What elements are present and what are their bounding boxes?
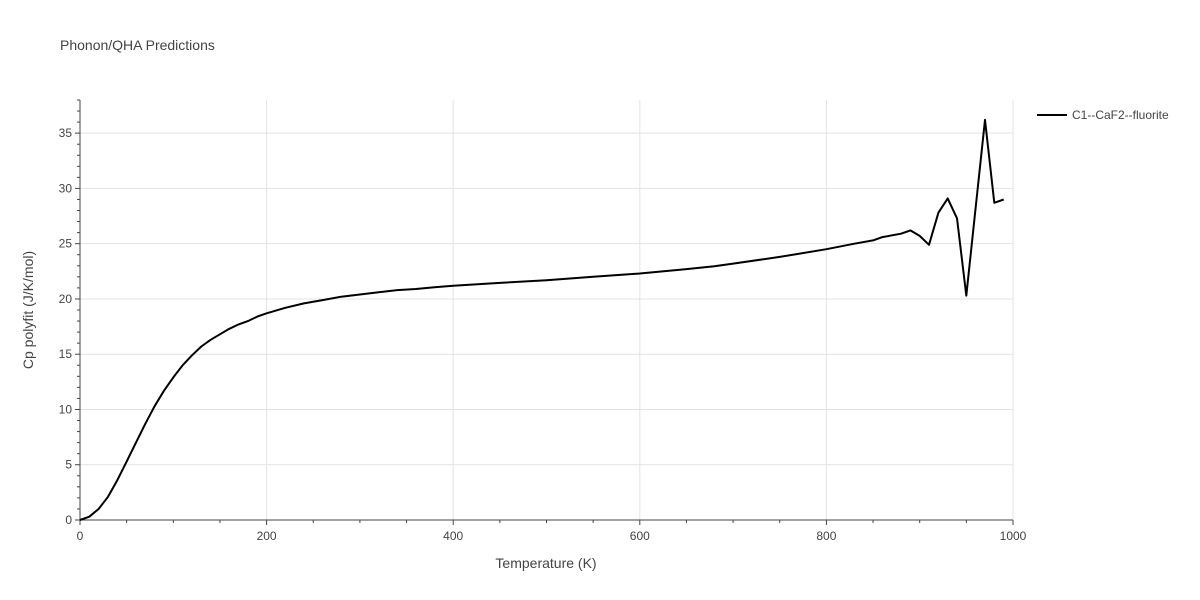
y-tick-label: 20 <box>59 292 73 306</box>
x-axis-title: Temperature (K) <box>495 555 596 571</box>
y-tick-label: 25 <box>59 237 73 251</box>
y-tick-label: 0 <box>65 513 72 527</box>
y-axis-title: Cp polyfit (J/K/mol) <box>20 251 36 369</box>
legend-label: C1--CaF2--fluorite <box>1072 108 1169 122</box>
x-tick-label: 0 <box>77 529 84 543</box>
x-tick-label: 1000 <box>1000 529 1027 543</box>
chart-title: Phonon/QHA Predictions <box>60 37 215 53</box>
x-tick-label: 400 <box>443 529 463 543</box>
y-tick-label: 35 <box>59 126 73 140</box>
grid <box>80 100 1014 520</box>
x-tick-label: 200 <box>257 529 277 543</box>
x-tick-label: 600 <box>630 529 650 543</box>
axes: 0 200 400 600 800 1000 0 5 10 15 20 25 30 35 <box>59 99 1027 543</box>
y-tick-label: 5 <box>65 458 72 472</box>
series-line <box>79 118 1005 521</box>
legend[interactable]: C1--CaF2--fluorite <box>1037 108 1169 122</box>
y-tick-label: 30 <box>59 181 73 195</box>
series-layer <box>79 118 1005 521</box>
x-tick-label: 800 <box>816 529 836 543</box>
y-tick-label: 10 <box>59 402 73 416</box>
y-tick-label: 15 <box>59 347 73 361</box>
